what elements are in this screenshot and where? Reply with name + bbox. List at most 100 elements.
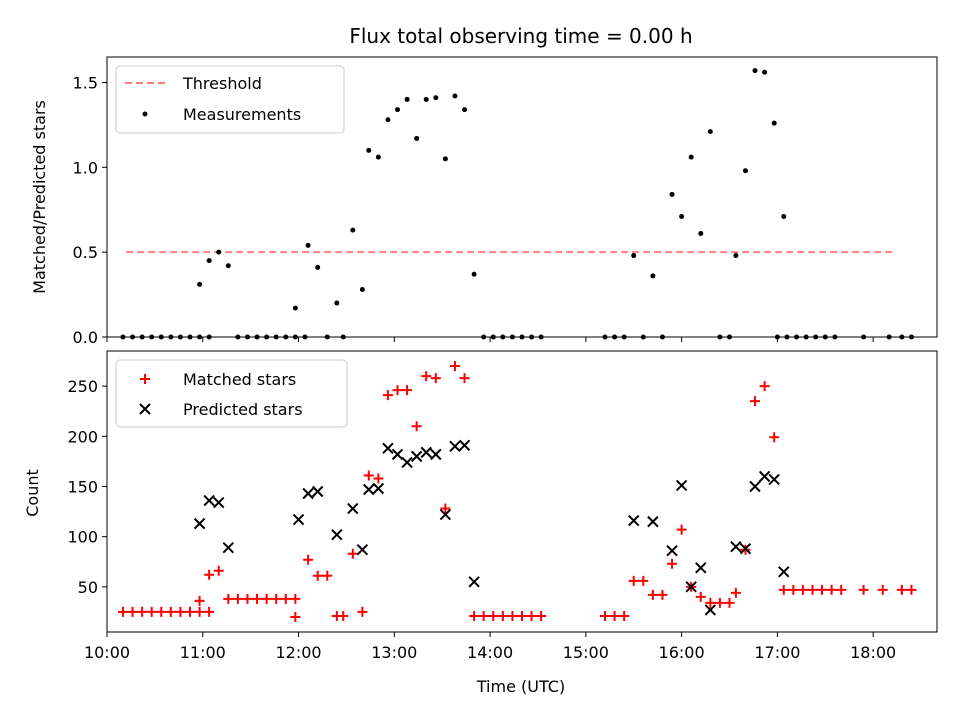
measurement-point [742, 168, 748, 174]
predicted-star-point [401, 456, 413, 469]
measurement-point [359, 286, 365, 292]
bottom-x-tick-label: 17:00 [754, 643, 800, 662]
predicted-star-point [331, 528, 343, 541]
predicted-star-point [347, 502, 359, 515]
measurement-point [216, 249, 222, 255]
matched-star-point [526, 610, 537, 621]
matched-star-point [213, 565, 224, 576]
predicted-star-point [647, 515, 659, 528]
bottom-x-tick-label: 16:00 [659, 643, 705, 662]
matched-star-point [156, 606, 167, 617]
matched-star-point [312, 570, 323, 581]
bottom-x-tick-label: 15:00 [563, 643, 609, 662]
predicted-star-point [410, 450, 423, 463]
predicted-star-point [778, 566, 790, 578]
matched-star-point [647, 589, 658, 600]
measurement-point [707, 129, 713, 135]
matched-star-point [695, 591, 706, 602]
matched-stars-series [117, 361, 917, 622]
predicted-star-point [311, 485, 324, 498]
bottom-x-tick-label: 13:00 [371, 643, 417, 662]
predicted-star-point [363, 483, 375, 496]
predicted-star-point [628, 514, 640, 527]
legend-matched-swatch [140, 374, 150, 384]
predicted-star-point [458, 439, 471, 452]
matched-star-point [858, 584, 869, 595]
matched-star-point [127, 606, 138, 617]
matched-star-point [769, 432, 780, 443]
matched-star-point [204, 569, 215, 580]
legend-x-marker [139, 403, 151, 415]
bottom-x-tick-label: 10:00 [84, 643, 130, 662]
matched-star-point [536, 610, 547, 621]
predicted-star-point [675, 479, 688, 492]
matched-star-point [194, 595, 205, 606]
matched-star-point [836, 584, 847, 595]
measurement-point [631, 253, 637, 259]
predicted-star-point [391, 448, 404, 461]
matched-star-point [357, 606, 368, 617]
matched-star-point [382, 390, 393, 401]
matched-star-point [877, 584, 888, 595]
matched-star-point [507, 610, 518, 621]
predicted-star-point [730, 540, 742, 553]
bottom-y-tick-label: 250 [67, 377, 98, 396]
bottom-x-tick-label: 14:00 [467, 643, 513, 662]
matched-star-point [714, 597, 725, 608]
matched-star-point [676, 524, 687, 535]
predicted-star-point [749, 480, 761, 493]
measurement-point [433, 95, 439, 101]
measurement-point [414, 135, 420, 141]
matched-star-point [137, 606, 148, 617]
predicted-star-point [449, 440, 461, 453]
matched-star-point [223, 593, 234, 604]
predicted-star-point [222, 541, 235, 554]
matched-star-point [619, 610, 630, 621]
bottom-y-axis: 50 100 150 200 250 [67, 377, 107, 597]
bottom-x-axis: 10:00 11:00 12:00 13:00 14:00 15:00 16:00 17:00… [84, 632, 896, 662]
bottom-y-tick-label: 100 [67, 528, 98, 547]
measurement-point [404, 96, 410, 102]
bottom-x-tick-label: 12:00 [275, 643, 321, 662]
measurement-point [762, 69, 768, 75]
matched-star-point [204, 606, 215, 617]
predicted-star-point [739, 542, 752, 555]
matched-star-point [252, 593, 263, 604]
matched-star-point [440, 503, 451, 514]
matched-star-point [778, 584, 789, 595]
top-y-tick-label: 1.5 [73, 73, 98, 92]
measurement-point [375, 154, 381, 160]
matched-star-point [759, 381, 770, 392]
matched-star-point [242, 593, 253, 604]
measurement-point [385, 117, 391, 123]
matched-star-point [797, 584, 808, 595]
matched-star-point [817, 584, 828, 595]
matched-star-point [638, 575, 649, 586]
matched-star-point [117, 606, 128, 617]
matched-star-point [788, 584, 799, 595]
matched-star-point [290, 611, 301, 622]
measurement-point [366, 147, 372, 153]
top-y-axis-label: Matched/Predicted stars [30, 100, 49, 294]
bottom-y-axis-label: Count [23, 469, 42, 517]
matched-star-point [338, 610, 349, 621]
top-y-axis: 0.0 0.5 1.0 1.5 [73, 73, 107, 347]
legend-predicted-swatch [139, 403, 151, 415]
top-legend: Threshold Measurements [115, 65, 345, 134]
legend-matched-label: Matched stars [183, 370, 296, 389]
predicted-star-point [768, 473, 780, 486]
predicted-star-point [302, 487, 314, 500]
matched-star-point [402, 385, 413, 396]
top-y-tick-label: 0.0 [73, 328, 98, 347]
measurement-point [752, 68, 758, 74]
matched-star-point [165, 606, 176, 617]
predicted-star-point [203, 494, 215, 507]
measurement-point [197, 281, 203, 287]
bottom-y-tick-label: 150 [67, 477, 98, 496]
matched-star-point [724, 597, 735, 608]
predicted-star-point [372, 482, 385, 495]
measurement-point [650, 273, 656, 279]
predicted-star-point [666, 545, 678, 557]
